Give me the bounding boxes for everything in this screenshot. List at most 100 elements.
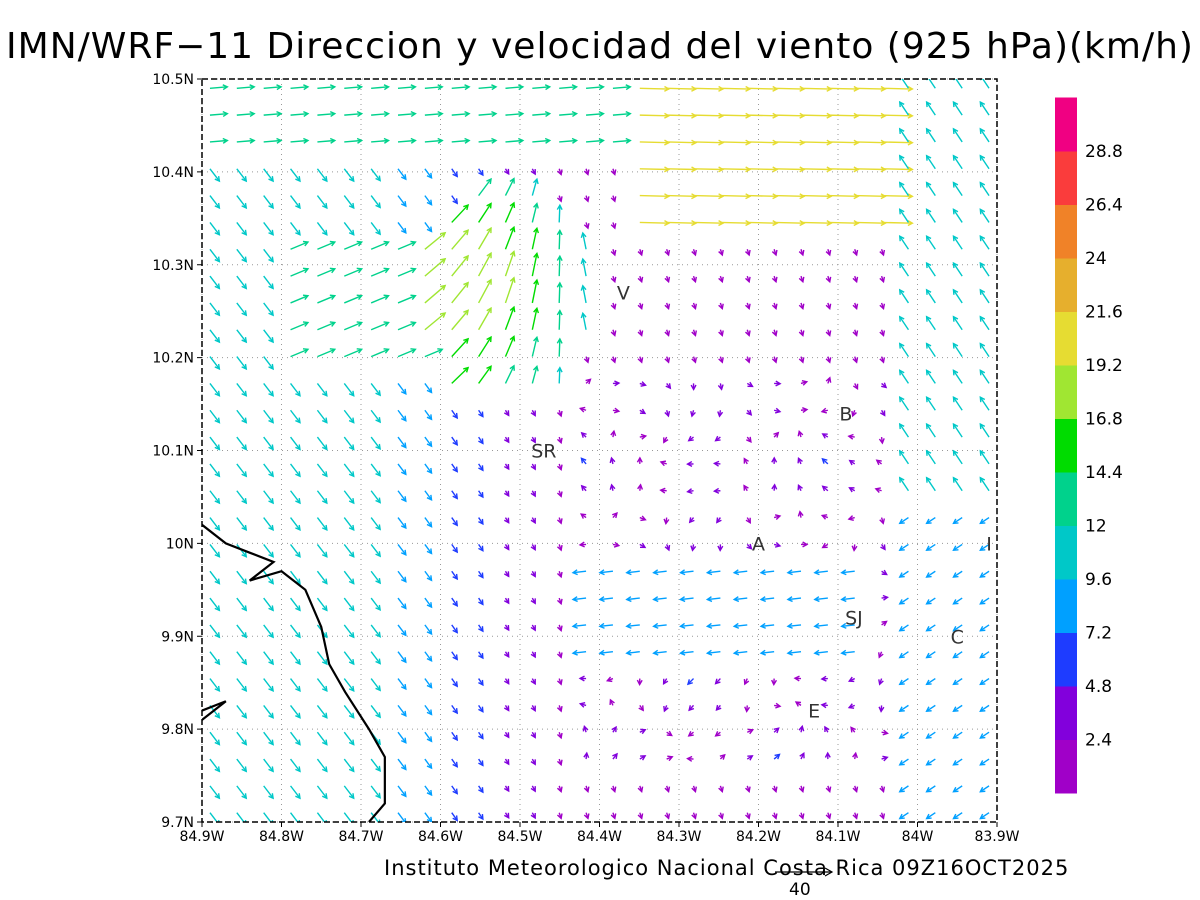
wind-arrow [898,181,910,196]
wind-arrow [397,111,417,118]
wind-arrow [612,111,632,118]
wind-arrow [289,490,301,505]
wind-arrow [773,407,782,414]
wind-arrow [745,302,751,311]
wind-arrow [979,422,990,438]
colorbar-segment [1055,204,1077,259]
wind-arrow [583,356,590,364]
wind-arrow [586,111,605,118]
wind-arrow [556,597,563,606]
wind-arrow [664,785,671,793]
wind-arrow [263,329,274,344]
wind-arrow [263,84,283,91]
wind-arrow [343,570,355,585]
colorbar-label: 14.4 [1085,463,1123,483]
wind-arrow [798,302,805,311]
wind-arrow [209,222,221,236]
wind-arrow [209,651,221,666]
wind-arrow [344,348,364,358]
wind-arrow [316,517,328,532]
wind-arrow [477,251,492,277]
wind-arrow [598,569,614,576]
wind-arrow [582,725,589,733]
wind-arrow [898,597,909,605]
wind-arrow [793,675,802,682]
wind-arrow [556,705,563,713]
wind-arrow [925,261,936,277]
wind-arrow [579,513,587,519]
wind-arrow [424,517,433,528]
wind-arrow [263,570,274,585]
wind-arrow [840,622,855,629]
wind-arrow [317,111,337,118]
wind-arrow [289,758,301,773]
station-label: SR [531,441,556,463]
wind-arrow [580,431,587,438]
colorbar-segment [1055,739,1077,794]
wind-arrow [397,409,407,422]
wind-arrow [424,463,433,475]
wind-arrow [236,168,248,183]
wind-arrow [952,315,963,331]
wind-arrow [659,487,667,494]
wind-arrow [504,335,516,357]
wind-arrow [854,220,887,227]
wind-arrow [691,275,698,284]
wind-arrow [263,382,274,397]
wind-arrow [925,704,936,713]
wind-arrow [925,651,936,659]
wind-arrow [289,624,301,639]
wind-arrow [503,731,510,739]
wind-arrow [478,168,484,177]
wind-arrow [397,383,407,396]
wind-arrow [691,329,698,337]
wind-arrow [397,731,407,744]
wind-arrow [344,240,364,250]
wind-arrow [209,785,221,800]
wind-arrow [743,484,749,492]
wind-arrow [666,193,698,200]
wind-arrow [209,409,221,424]
wind-arrow [556,758,563,767]
wind-arrow [881,112,914,119]
wind-arrow [503,168,510,176]
wind-arrow [316,490,328,505]
wind-arrow [289,785,301,800]
x-tick-label: 84.6W [418,829,463,845]
wind-arrow [705,622,721,629]
wind-arrow [424,409,433,421]
wind-arrow [771,356,778,364]
wind-arrow [759,569,775,576]
wind-arrow [746,381,754,388]
wind-arrow [852,275,859,284]
wind-arrow [691,356,698,364]
wind-arrow [609,698,615,706]
wind-arrow [478,597,484,606]
wind-arrow [289,543,301,558]
wind-arrow [732,622,748,629]
wind-arrow [583,195,590,203]
wind-arrow [925,369,936,384]
wind-arrow [746,409,753,416]
y-tick-label: 10.4N [152,165,194,181]
wind-arrow [953,79,963,89]
wind-arrow [263,517,274,532]
wind-arrow [289,651,301,666]
wind-arrow [397,195,407,208]
wind-arrow [848,459,856,466]
wind-arrow [263,758,274,773]
wind-arrow [316,570,328,585]
wind-arrow [451,463,459,473]
wind-arrow [397,812,407,822]
wind-arrow [397,624,407,637]
wind-arrow [503,409,510,417]
wind-arrow [610,302,617,311]
wind-arrow [556,281,563,303]
x-tick-label: 84.1W [815,829,860,845]
wind-arrow [263,436,274,451]
wind-arrow [771,275,778,284]
wind-arrow [344,267,364,277]
wind-arrow [732,569,748,576]
wind-arrow [898,476,910,492]
wind-arrow [825,785,832,793]
